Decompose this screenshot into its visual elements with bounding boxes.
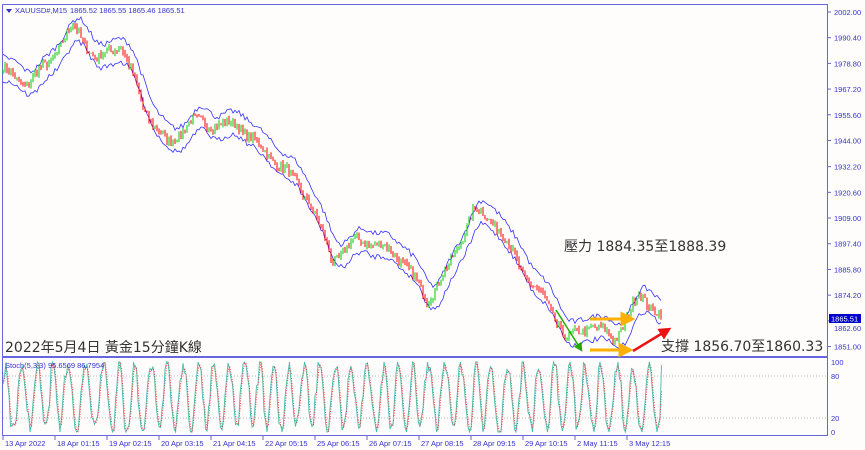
current-price-tag — [829, 314, 861, 323]
y-tick-label: 1967.20 — [834, 85, 861, 94]
stoch-label: Stoch(5,3,3) 95.6569 86.7954 — [5, 361, 104, 370]
y-tick-label: 1978.80 — [834, 59, 861, 68]
stoch-signal-line — [2, 360, 662, 433]
y-tick-label: 1990.40 — [834, 34, 861, 43]
x-tick-label: 27 Apr 08:15 — [421, 439, 464, 448]
price-axis: 2002.00 1990.40 1978.80 1967.20 1955.60 1944.… — [828, 8, 861, 352]
stoch-levels: 100 80 20 0 — [3, 358, 844, 437]
stoch-pane-border — [2, 357, 828, 436]
current-price-value: 1865.51 — [831, 315, 858, 324]
stoch-level-label: 80 — [831, 372, 839, 381]
y-tick-label: 1909.00 — [834, 214, 861, 223]
resistance-note: 壓力 1884.35至1888.39 — [564, 239, 726, 255]
candles — [2, 22, 662, 345]
y-tick-label: 1874.20 — [834, 291, 861, 300]
x-tick-label: 13 Apr 2022 — [5, 439, 45, 448]
ohlc-header: 1865.52 1865.55 1865.46 1865.51 — [70, 6, 185, 15]
x-tick-label: 28 Apr 09:15 — [473, 439, 516, 448]
x-tick-label: 29 Apr 10:15 — [525, 439, 568, 448]
x-tick-label: 21 Apr 04:15 — [213, 439, 256, 448]
dropdown-triangle-icon[interactable] — [6, 9, 12, 13]
y-tick-label: 1920.60 — [834, 188, 861, 197]
lower-band-line — [2, 39, 662, 350]
x-tick-label: 19 Apr 02:15 — [109, 439, 152, 448]
stoch-main-line — [2, 360, 662, 434]
stochastic-lines — [2, 360, 662, 434]
y-tick-label: 1897.40 — [834, 240, 861, 249]
x-tick-label: 25 Apr 06:15 — [317, 439, 360, 448]
support-note: 支撐 1856.70至1860.33 — [661, 339, 823, 355]
x-tick-label: 3 May 12:15 — [629, 439, 670, 448]
time-axis: 13 Apr 2022 18 Apr 01:15 19 Apr 02:15 20 Ap… — [2, 436, 670, 448]
y-tick-label: 1862.60 — [834, 324, 861, 333]
envelope-bands — [2, 16, 662, 350]
x-tick-label: 20 Apr 03:15 — [161, 439, 204, 448]
y-tick-label: 1885.80 — [834, 265, 861, 274]
y-tick-label: 1851.00 — [834, 343, 861, 352]
stoch-level-label: 20 — [831, 414, 839, 423]
main-pane-border — [2, 4, 828, 357]
chart-title-note: 2022年5月4日 黃金15分鐘K線 — [5, 339, 202, 356]
x-tick-label: 22 Apr 05:15 — [265, 439, 308, 448]
x-tick-label: 2 May 11:15 — [577, 439, 618, 448]
symbol-header: XAUUSD#,M15 — [15, 6, 67, 15]
y-tick-label: 2002.00 — [834, 8, 861, 17]
y-tick-label: 1944.00 — [834, 137, 861, 146]
red-arrow — [632, 327, 672, 353]
x-tick-label: 26 Apr 07:15 — [369, 439, 412, 448]
stoch-level-label: 0 — [831, 428, 835, 437]
x-tick-label: 18 Apr 01:15 — [57, 439, 100, 448]
stoch-level-label: 100 — [831, 358, 844, 367]
y-tick-label: 1955.60 — [834, 111, 861, 120]
y-tick-label: 1932.20 — [834, 163, 861, 172]
green-arrow — [555, 309, 583, 352]
upper-band-line — [2, 16, 662, 326]
